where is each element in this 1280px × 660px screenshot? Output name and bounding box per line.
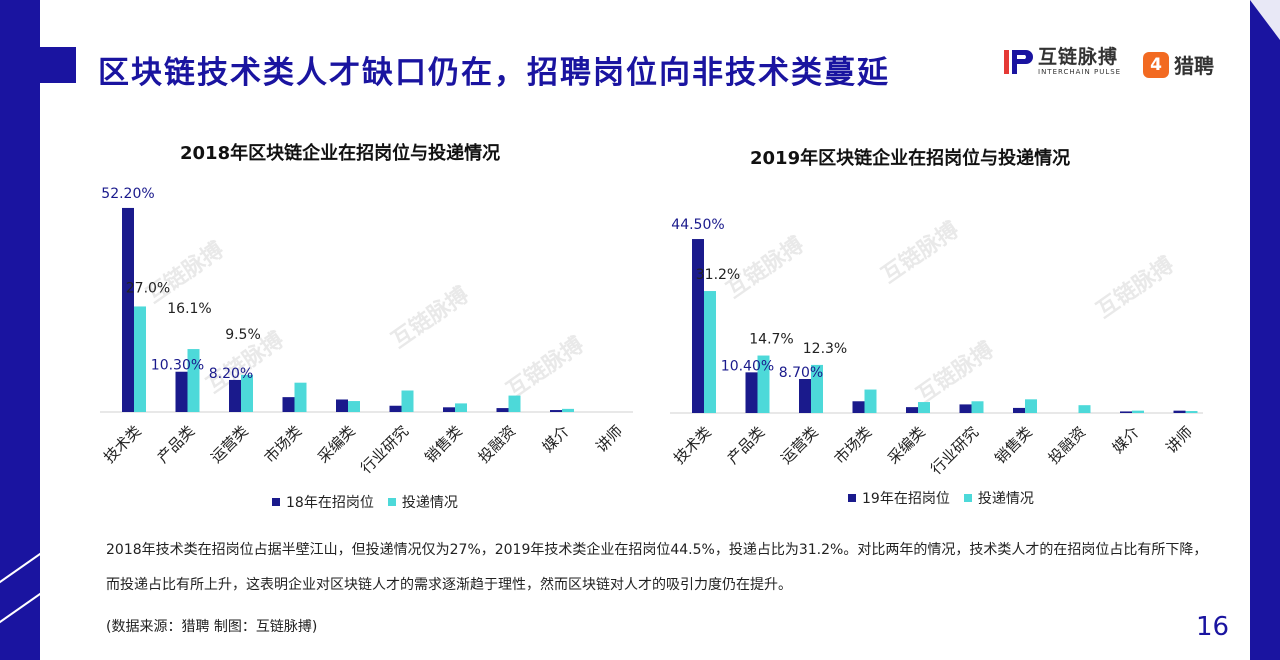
x-tick-label: 销售类 — [421, 422, 466, 467]
liepin-logo-icon: 4 — [1143, 51, 1169, 78]
bar-投递情况 — [1025, 399, 1037, 413]
bar-投递情况 — [971, 401, 984, 413]
left-decoration — [0, 0, 40, 660]
bar-19年在招岗位 — [1173, 410, 1186, 413]
bar-投递情况 — [134, 306, 146, 412]
x-tick-label: 技术类 — [100, 422, 145, 467]
data-label: 12.3% — [803, 341, 847, 357]
data-label: 44.50% — [671, 217, 724, 233]
bar-19年在招岗位 — [1013, 407, 1025, 413]
data-label: 9.5% — [225, 327, 261, 343]
bar-投递情况 — [187, 349, 200, 412]
data-label: 14.7% — [749, 332, 793, 348]
bar-18年在招岗位 — [336, 399, 348, 412]
chart-2-legend: 19年在招岗位 投递情况 — [848, 488, 1048, 508]
x-tick-label: 技术类 — [670, 423, 715, 468]
right-decoration — [1250, 0, 1280, 660]
legend-swatch-dark — [272, 498, 280, 506]
bar-投递情况 — [455, 403, 467, 412]
chart-2-plot: 44.50% 31.2% 技术类 10.40% 14.7% 产品类 8.70% 12.3% 运营… — [670, 217, 1203, 478]
bar-投递情况 — [864, 389, 877, 413]
bar-18年在招岗位 — [389, 405, 402, 412]
logo1-english: INTERCHAIN PULSE — [1038, 68, 1122, 76]
chart-1-plot: 52.20% 27.0% 技术类 10.30% 16.1% 产品类 8.20% 9.5% 运营类… — [100, 186, 633, 477]
bar-18年在招岗位 — [550, 410, 562, 412]
legend-label: 18年在招岗位 — [286, 495, 374, 511]
bar-投递情况 — [704, 291, 716, 413]
bar-投递情况 — [401, 390, 414, 412]
liepin-logo: 4 猎聘 — [1143, 50, 1214, 79]
data-label: 8.20% — [209, 366, 253, 382]
bar-19年在招岗位 — [692, 239, 704, 413]
legend-swatch-dark — [848, 494, 856, 502]
bar-18年在招岗位 — [282, 397, 295, 412]
bar-投递情况 — [811, 364, 823, 413]
bar-投递情况 — [757, 355, 770, 413]
bar-投递情况 — [1132, 410, 1144, 413]
legend-swatch-light — [963, 494, 972, 502]
x-tick-label: 采编类 — [884, 423, 929, 468]
data-label: 8.70% — [779, 365, 823, 381]
bar-投递情况 — [918, 402, 930, 413]
bar-19年在招岗位 — [799, 378, 811, 413]
logo2-name: 猎聘 — [1174, 54, 1214, 78]
bar-18年在招岗位 — [122, 207, 134, 412]
x-tick-label: 行业研究 — [927, 423, 982, 478]
title-accent-bar — [40, 47, 76, 83]
x-tick-label: 产品类 — [724, 423, 769, 468]
chart-1-title: 2018年区块链企业在招岗位与投递情况 — [180, 143, 501, 164]
legend-label: 投递情况 — [401, 495, 458, 511]
data-source: (数据来源：猎聘 制图：互链脉搏) — [106, 619, 318, 635]
interchain-pulse-logo-icon — [1004, 49, 1033, 74]
bar-19年在招岗位 — [745, 372, 758, 413]
bar-投递情况 — [1185, 411, 1198, 413]
bar-19年在招岗位 — [906, 407, 918, 413]
bar-投递情况 — [1078, 405, 1091, 413]
x-tick-label: 采编类 — [314, 422, 359, 467]
x-tick-label: 媒介 — [1109, 423, 1143, 457]
page-title: 区块链技术类人才缺口仍在，招聘岗位向非技术类蔓延 — [98, 55, 890, 91]
bar-18年在招岗位 — [496, 408, 509, 412]
bar-18年在招岗位 — [443, 407, 455, 412]
x-tick-label: 运营类 — [207, 422, 252, 467]
page-number: 16 — [1196, 612, 1230, 642]
data-label: 16.1% — [167, 301, 211, 317]
legend-label: 19年在招岗位 — [862, 491, 950, 507]
x-tick-label: 市场类 — [261, 422, 306, 467]
x-tick-label: 投融资 — [1045, 423, 1090, 468]
bar-投递情况 — [294, 382, 307, 412]
bar-投递情况 — [241, 374, 253, 412]
legend-label: 投递情况 — [977, 491, 1034, 507]
data-label: 27.0% — [126, 280, 170, 296]
data-label: 52.20% — [101, 186, 154, 202]
bar-投递情况 — [562, 408, 574, 412]
bar-18年在招岗位 — [175, 371, 188, 412]
bar-18年在招岗位 — [229, 379, 241, 412]
bar-投递情况 — [348, 401, 360, 412]
legend-swatch-light — [387, 498, 396, 506]
x-tick-label: 讲师 — [592, 422, 626, 456]
data-label: 31.2% — [696, 267, 740, 283]
bar-19年在招岗位 — [852, 401, 865, 413]
x-tick-label: 市场类 — [831, 423, 876, 468]
interchain-pulse-logo: 互链脉搏 INTERCHAIN PULSE — [1002, 46, 1121, 77]
data-label: 10.40% — [721, 358, 774, 374]
x-tick-label: 讲师 — [1162, 423, 1196, 457]
chart-1-legend: 18年在招岗位 投递情况 — [272, 492, 472, 512]
bar-投递情况 — [508, 395, 521, 412]
chart-2-title: 2019年区块链企业在招岗位与投递情况 — [750, 148, 1071, 169]
data-label: 10.30% — [151, 358, 204, 374]
x-tick-label: 产品类 — [154, 422, 199, 467]
logo1-name: 互链脉搏 — [1038, 46, 1119, 68]
slide-frame — [40, 0, 1250, 660]
x-tick-label: 投融资 — [475, 422, 520, 467]
x-tick-label: 行业研究 — [357, 422, 412, 477]
x-tick-label: 媒介 — [539, 422, 573, 456]
bar-19年在招岗位 — [1120, 411, 1132, 413]
x-tick-label: 销售类 — [991, 423, 1036, 468]
bar-19年在招岗位 — [959, 404, 972, 413]
summary-text: 2018年技术类在招岗位占据半壁江山，但投递情况仅为27%，2019年技术类企业… — [106, 542, 1208, 593]
x-tick-label: 运营类 — [777, 423, 822, 468]
